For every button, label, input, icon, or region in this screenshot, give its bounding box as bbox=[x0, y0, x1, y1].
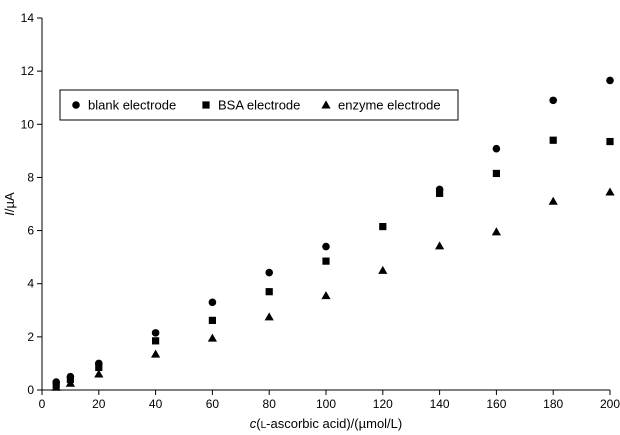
x-tick-label: 40 bbox=[149, 397, 163, 411]
legend-label: enzyme electrode bbox=[338, 98, 441, 113]
x-tick-label: 120 bbox=[373, 397, 393, 411]
data-point-triangle bbox=[264, 312, 274, 321]
data-point-circle bbox=[265, 268, 274, 277]
data-point-circle bbox=[492, 144, 501, 153]
legend-label: BSA electrode bbox=[218, 98, 300, 113]
y-tick-label: 0 bbox=[27, 383, 34, 397]
data-point-square bbox=[152, 337, 160, 345]
data-point-circle bbox=[322, 242, 330, 251]
legend-marker-circle bbox=[72, 101, 80, 109]
x-tick-label: 140 bbox=[430, 397, 450, 411]
data-point-triangle bbox=[491, 227, 501, 236]
y-tick-label: 10 bbox=[21, 117, 35, 131]
x-tick-label: 80 bbox=[263, 397, 277, 411]
data-point-square bbox=[549, 136, 557, 144]
data-point-triangle bbox=[548, 196, 558, 205]
x-axis-ticks: 0 20 40 60 80 100 120 140 160 180 200 bbox=[39, 390, 620, 411]
data-point-triangle bbox=[65, 378, 75, 387]
data-point-square bbox=[606, 137, 614, 146]
legend: blank electrode BSA electrode enzyme elect… bbox=[59, 89, 459, 121]
data-point-circle bbox=[208, 298, 217, 307]
data-point-triangle bbox=[378, 265, 388, 274]
data-point-triangle bbox=[605, 187, 615, 196]
data-point-triangle bbox=[207, 333, 217, 342]
legend-marker-triangle bbox=[321, 100, 331, 109]
data-point-circle bbox=[549, 96, 557, 105]
data-point-triangle bbox=[51, 382, 61, 391]
data-point-triangle bbox=[435, 241, 445, 250]
data-points bbox=[51, 76, 615, 391]
data-point-square bbox=[436, 189, 444, 197]
y-tick-label: 8 bbox=[27, 170, 34, 184]
legend-box bbox=[59, 89, 459, 121]
data-point-triangle bbox=[321, 291, 331, 300]
series-triangle bbox=[51, 187, 615, 391]
legend-marker-square bbox=[202, 101, 210, 109]
axes bbox=[41, 18, 610, 391]
y-axis-title: I/µA bbox=[2, 192, 17, 216]
data-point-circle bbox=[151, 329, 160, 337]
data-point-square bbox=[379, 222, 387, 231]
data-point-triangle bbox=[151, 349, 161, 358]
x-tick-label: 20 bbox=[92, 397, 106, 411]
x-tick-label: 60 bbox=[206, 397, 220, 411]
legend-label: blank electrode bbox=[88, 98, 176, 113]
data-point-triangle bbox=[94, 369, 104, 378]
y-tick-label: 14 bbox=[21, 11, 35, 25]
y-tick-label: 2 bbox=[27, 330, 34, 344]
y-tick-label: 6 bbox=[27, 224, 34, 238]
series-circle bbox=[52, 76, 614, 386]
y-tick-label: 12 bbox=[21, 64, 35, 78]
data-point-square bbox=[265, 288, 273, 296]
x-tick-label: 100 bbox=[316, 397, 336, 411]
x-tick-label: 180 bbox=[543, 397, 563, 411]
data-point-square bbox=[492, 169, 500, 178]
data-point-square bbox=[322, 257, 330, 265]
y-tick-label: 4 bbox=[27, 277, 34, 291]
series-square bbox=[52, 136, 614, 389]
x-tick-label: 0 bbox=[39, 397, 46, 411]
data-point-square bbox=[208, 316, 216, 324]
x-axis-title: c(L-ascorbic acid)/(µmol/L) bbox=[250, 416, 402, 431]
y-axis-ticks: 0 2 4 6 8 10 12 14 bbox=[21, 11, 42, 397]
data-point-square bbox=[95, 363, 103, 372]
x-tick-label: 200 bbox=[600, 397, 620, 411]
x-tick-label: 160 bbox=[486, 397, 506, 411]
data-point-circle bbox=[606, 76, 614, 85]
